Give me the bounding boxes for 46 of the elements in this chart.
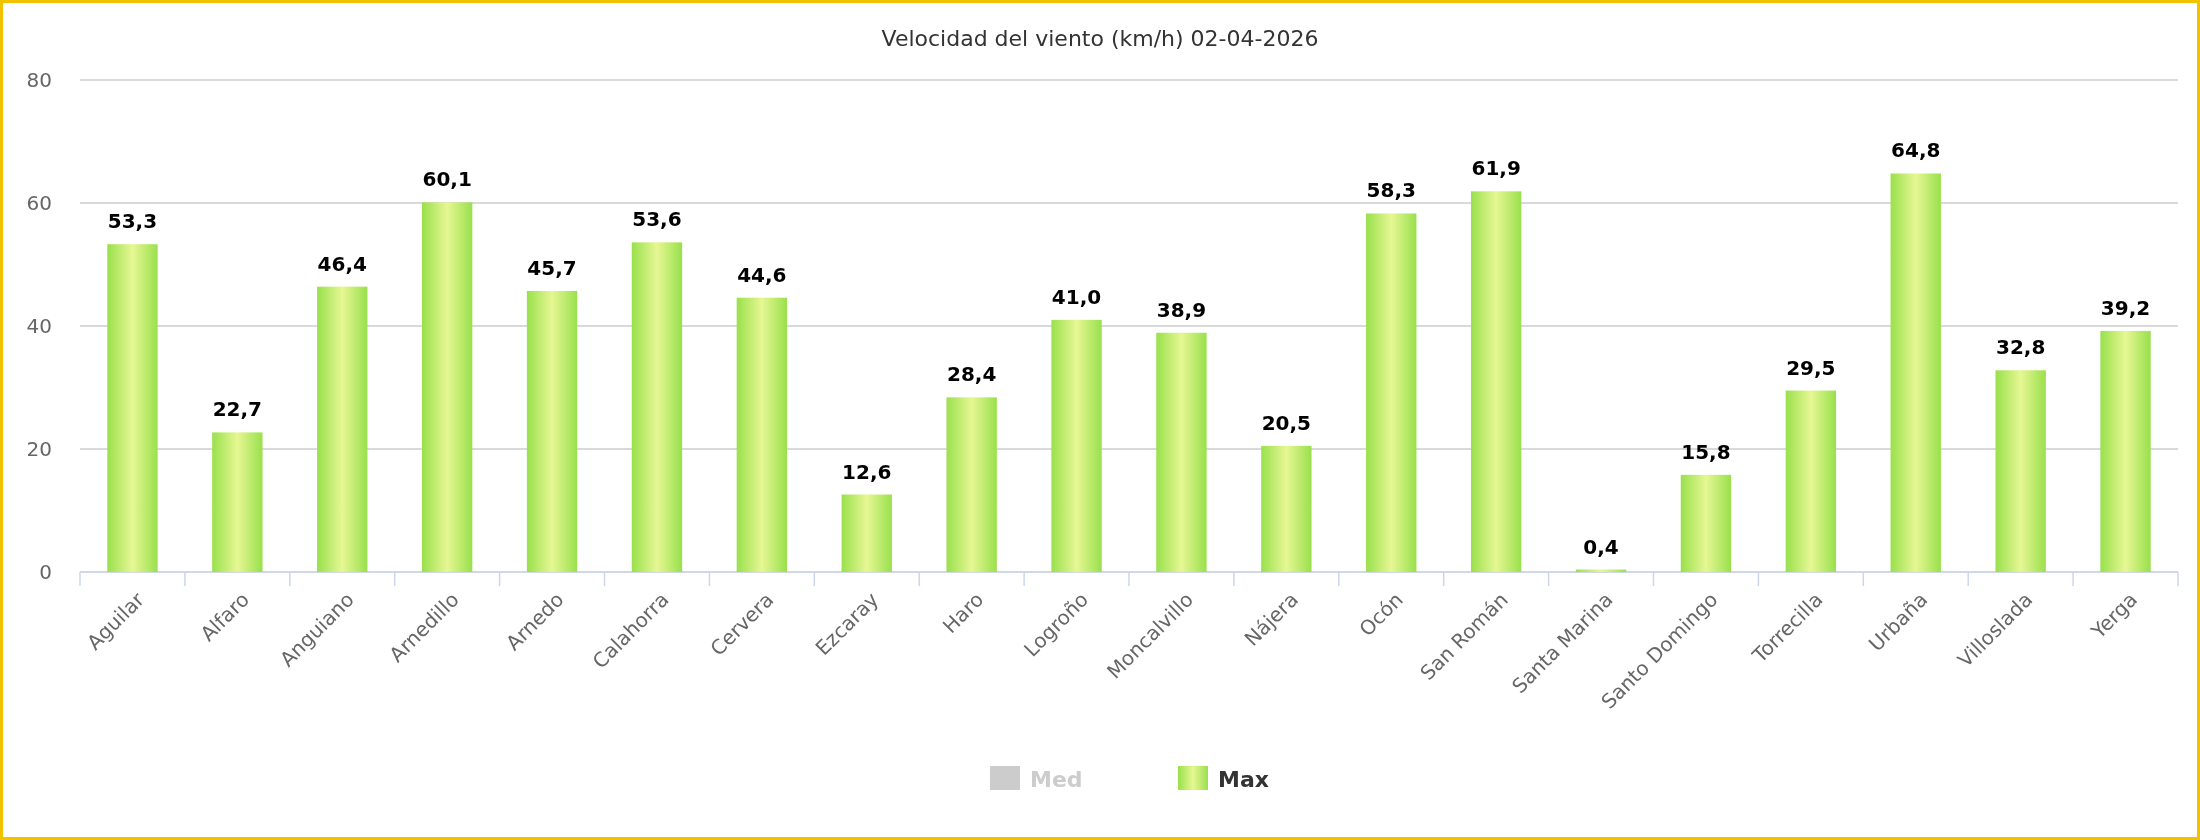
bar — [421, 202, 473, 572]
data-label: 53,6 — [632, 207, 682, 232]
data-label: 12,6 — [842, 459, 892, 484]
data-label: 20,5 — [1261, 410, 1312, 435]
data-label: 61,9 — [1471, 156, 1521, 181]
y-tick-label: 60 — [26, 191, 52, 215]
bar — [1156, 332, 1207, 572]
bar — [1785, 390, 1837, 572]
bar — [212, 432, 263, 572]
bar — [946, 397, 997, 572]
data-label: 44,6 — [737, 262, 787, 287]
data-label: 39,2 — [2100, 295, 2151, 320]
y-tick-label: 40 — [26, 314, 52, 338]
data-label: 28,4 — [946, 362, 997, 387]
bar — [1261, 445, 1312, 572]
data-label: 32,8 — [1995, 335, 2046, 360]
y-tick-label: 20 — [26, 437, 52, 461]
bar — [1680, 474, 1732, 572]
bar — [1890, 173, 1941, 572]
bar — [2100, 330, 2151, 572]
data-label: 22,7 — [212, 397, 263, 422]
data-label: 45,7 — [527, 255, 577, 280]
bar — [736, 297, 788, 572]
data-label: 0,4 — [1583, 534, 1619, 559]
bar — [1051, 319, 1102, 572]
legend-label: Max — [1218, 766, 1269, 792]
bar — [1470, 191, 1522, 572]
bar — [1366, 213, 1417, 572]
data-label: 15,8 — [1681, 439, 1731, 464]
bar — [317, 286, 368, 572]
bar — [107, 244, 158, 572]
y-tick-label: 80 — [26, 68, 52, 92]
data-label: 53,3 — [107, 209, 158, 234]
y-tick-label: 0 — [39, 560, 52, 584]
data-label: 29,5 — [1786, 355, 1836, 380]
chart-title: Velocidad del viento (km/h) 02-04-2026 — [881, 26, 1319, 51]
data-label: 60,1 — [422, 167, 472, 192]
data-label: 64,8 — [1891, 138, 1941, 163]
bar — [526, 290, 578, 572]
bar — [841, 494, 892, 572]
data-label: 38,9 — [1156, 297, 1207, 322]
bar — [1995, 370, 2046, 572]
data-label: 58,3 — [1366, 178, 1416, 203]
data-label: 41,0 — [1051, 284, 1102, 309]
data-label: 46,4 — [317, 251, 367, 276]
bar — [631, 242, 683, 572]
